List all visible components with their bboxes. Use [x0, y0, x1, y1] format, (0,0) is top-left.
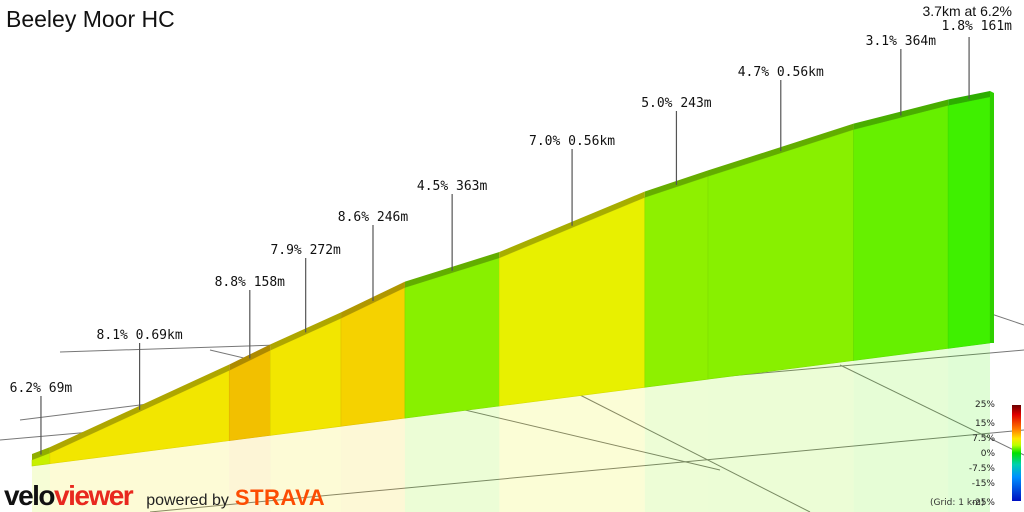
grid-scale-note: (Grid: 1 km): [930, 498, 985, 508]
segment-reflection: [853, 348, 949, 512]
segment-label: 8.8% 158m: [215, 275, 286, 290]
profile-segment: [499, 197, 646, 407]
segment-label: 7.9% 272m: [270, 243, 341, 258]
segment-reflection: [229, 435, 271, 512]
legend-tick: 25%: [974, 400, 995, 410]
legend-tick: 15%: [974, 419, 995, 429]
veloviewer-logo-velo: velo: [4, 480, 56, 511]
profile-end-cap: [990, 91, 994, 343]
profile-segment: [853, 105, 949, 361]
strava-logo: STRAVA: [234, 485, 326, 510]
profile-segment: [270, 317, 342, 436]
floor-reflections: [32, 343, 990, 512]
segment-label: 4.5% 363m: [417, 179, 488, 194]
powered-by-text: powered by: [146, 492, 229, 509]
profile-segment: [947, 96, 991, 349]
legend-tick: 0%: [980, 449, 995, 459]
legend-tick: -25%: [971, 498, 995, 508]
segment-label: 7.0% 0.56km: [529, 134, 615, 149]
segment-label: 6.2% 69m: [10, 381, 73, 396]
segment-label: 8.1% 0.69km: [97, 328, 183, 343]
floor-grid-line: [579, 394, 811, 512]
segment-label: 8.6% 246m: [338, 210, 409, 225]
segment-reflection: [644, 379, 709, 512]
segment-reflection: [708, 360, 854, 512]
gradient-legend-colorbar: [1012, 405, 1021, 501]
segment-reflection: [32, 463, 50, 512]
segment-reflection: [270, 426, 342, 512]
profile-faces: [31, 91, 994, 467]
segment-leader-lines: [40, 37, 970, 455]
segment-label: 3.1% 364m: [866, 34, 937, 49]
climb-summary-headline: 3.7km at 6.2%: [922, 3, 1013, 19]
climb-summary: 3.7km at 6.2% 1.8% 161m: [923, 3, 1013, 34]
veloviewer-strava-branding: velo viewer powered by STRAVA: [4, 480, 326, 511]
floor-grid-line: [149, 429, 1024, 512]
segment-reflection: [341, 418, 405, 512]
segment-reflection: [49, 440, 230, 512]
segment-label: 4.7% 0.56km: [738, 65, 824, 80]
legend-tick: -15%: [971, 479, 995, 489]
veloviewer-logo-viewer: viewer: [54, 480, 134, 511]
segment-labels: 6.2% 69m 8.1% 0.69km 8.8% 158m 7.9% 272m 8.6…: [10, 34, 937, 396]
climb-summary-last-segment: 1.8% 161m: [941, 19, 1012, 34]
segment-reflection: [499, 387, 645, 512]
segment-reflection: [404, 406, 500, 512]
gradient-legend: 25% 15% 7.5% 0% -7.5% -15% -25%: [969, 400, 1023, 512]
floor-grid-line: [839, 364, 1024, 456]
segment-label: 5.0% 243m: [641, 96, 712, 111]
profile-segment: [644, 176, 709, 388]
segment-reflection: [948, 343, 990, 512]
legend-tick: 7.5%: [972, 434, 995, 444]
page-title: Beeley Moor HC: [6, 6, 175, 32]
legend-tick: -7.5%: [968, 464, 995, 474]
